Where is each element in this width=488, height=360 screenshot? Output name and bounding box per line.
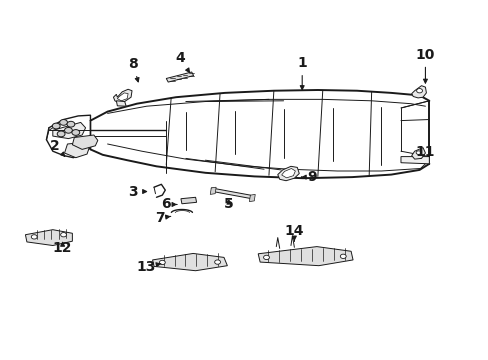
Circle shape <box>416 89 422 93</box>
Text: 3: 3 <box>128 185 146 198</box>
Polygon shape <box>116 101 126 106</box>
Circle shape <box>31 235 37 239</box>
Circle shape <box>415 151 420 154</box>
Circle shape <box>61 233 66 237</box>
Polygon shape <box>400 101 428 108</box>
Text: 10: 10 <box>415 48 434 83</box>
Text: 7: 7 <box>155 211 170 225</box>
Polygon shape <box>166 72 193 82</box>
Polygon shape <box>249 194 255 202</box>
Circle shape <box>72 130 80 135</box>
Polygon shape <box>72 135 98 149</box>
Polygon shape <box>25 230 72 246</box>
Circle shape <box>263 255 269 260</box>
Polygon shape <box>211 188 251 199</box>
Polygon shape <box>117 93 128 101</box>
Text: 5: 5 <box>224 198 233 211</box>
Circle shape <box>340 254 346 258</box>
Text: 1: 1 <box>297 56 306 90</box>
Text: 2: 2 <box>50 139 64 156</box>
Text: 4: 4 <box>175 51 189 72</box>
Text: 13: 13 <box>136 260 161 274</box>
Polygon shape <box>411 86 426 98</box>
Circle shape <box>159 260 165 265</box>
Circle shape <box>64 127 72 133</box>
Circle shape <box>67 121 75 127</box>
Text: 14: 14 <box>284 224 304 241</box>
Polygon shape <box>113 89 132 103</box>
Circle shape <box>60 120 67 125</box>
Text: 12: 12 <box>53 241 72 255</box>
Polygon shape <box>152 253 227 271</box>
Polygon shape <box>281 168 295 178</box>
Polygon shape <box>181 197 196 204</box>
Polygon shape <box>53 122 85 139</box>
Text: 6: 6 <box>161 198 176 211</box>
Polygon shape <box>277 166 299 181</box>
Polygon shape <box>258 247 352 266</box>
Text: 11: 11 <box>415 145 434 159</box>
Polygon shape <box>210 187 216 194</box>
Polygon shape <box>400 157 428 164</box>
Circle shape <box>214 260 220 264</box>
Text: 9: 9 <box>301 170 316 184</box>
Text: 8: 8 <box>128 57 139 82</box>
Circle shape <box>57 131 65 137</box>
Polygon shape <box>411 148 425 159</box>
Circle shape <box>52 123 60 129</box>
Polygon shape <box>64 142 89 158</box>
